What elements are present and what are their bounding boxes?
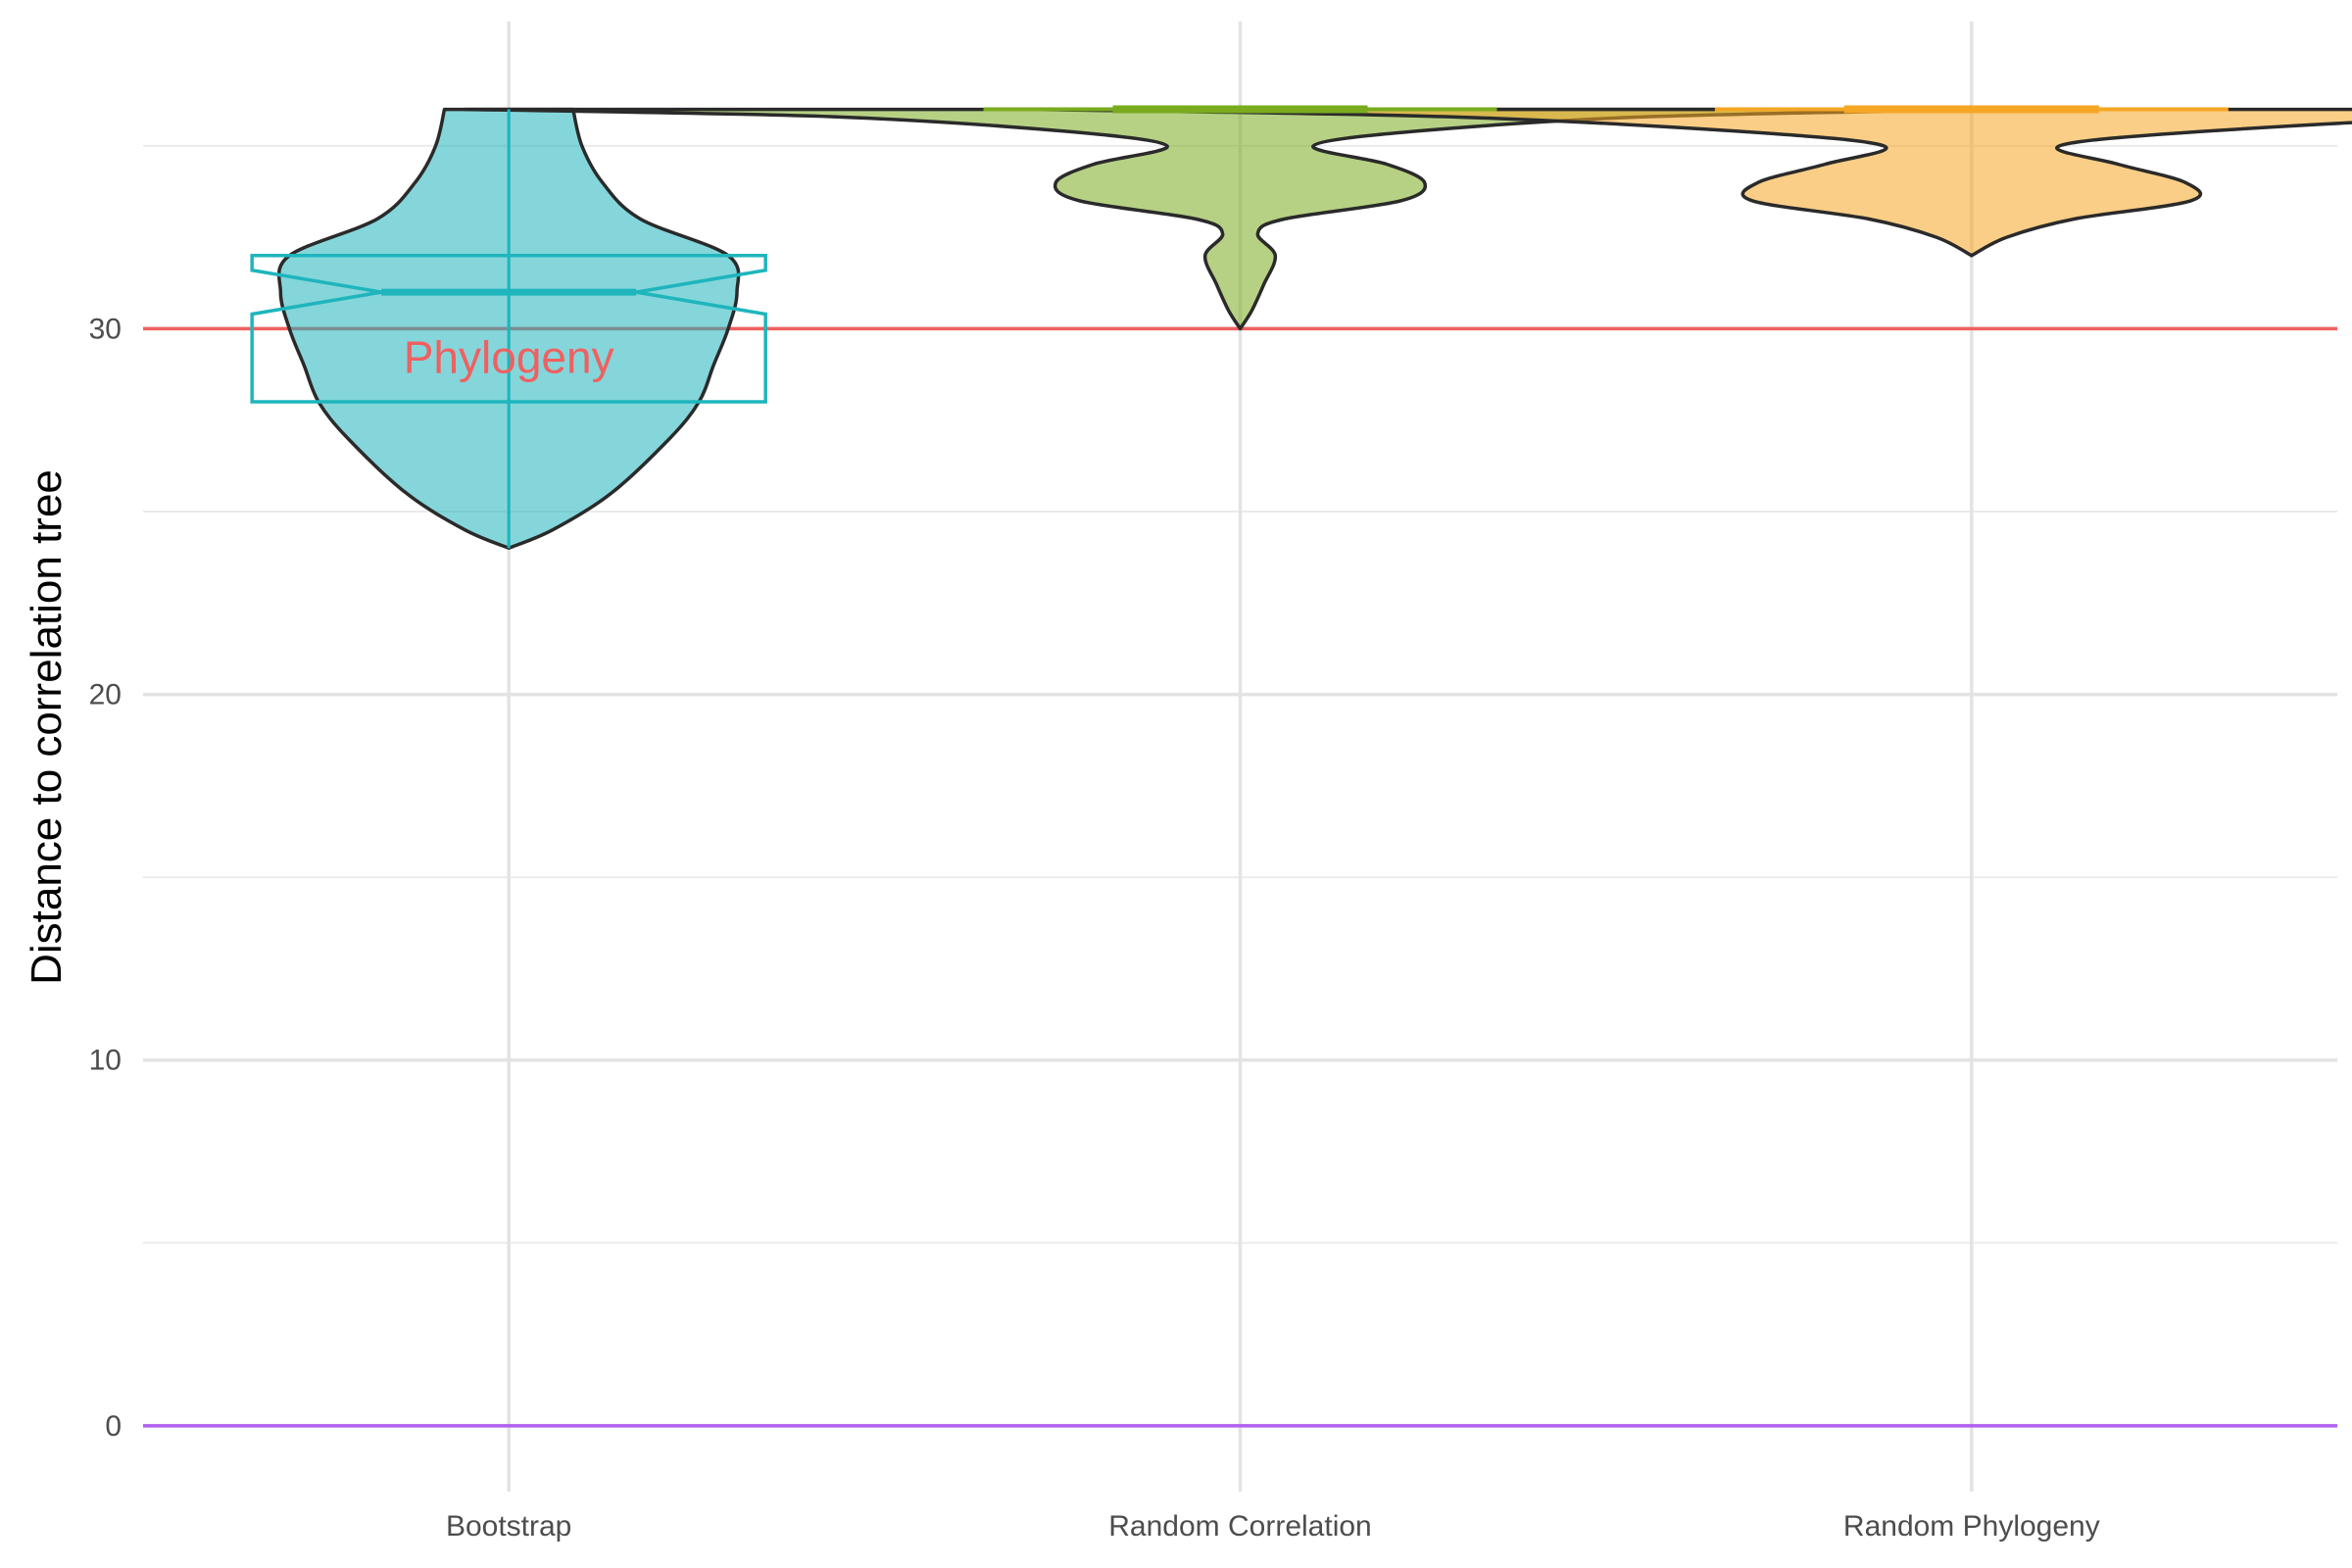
boxplots xyxy=(250,105,2229,549)
notched-box-0 xyxy=(250,254,767,404)
y-tick-label: 0 xyxy=(105,1410,122,1443)
y-axis-title: Distance to correlation tree xyxy=(23,469,71,985)
x-tick-label: Bootstrap xyxy=(446,1510,571,1543)
x-axis-tick-labels: Bootstrap Random Correlation Random Phylog… xyxy=(446,1510,2100,1543)
y-tick-label: 10 xyxy=(89,1045,122,1077)
reference-line-label: Phylogeny xyxy=(404,331,614,382)
y-axis-tick-labels: 0 10 20 30 xyxy=(89,313,122,1442)
x-tick-label: Random Phylogeny xyxy=(1843,1510,2100,1543)
reference-line-labels: Phylogeny xyxy=(404,331,614,382)
y-tick-label: 20 xyxy=(89,679,122,711)
y-tick-label: 30 xyxy=(89,313,122,345)
x-tick-label: Random Correlation xyxy=(1108,1510,1371,1543)
